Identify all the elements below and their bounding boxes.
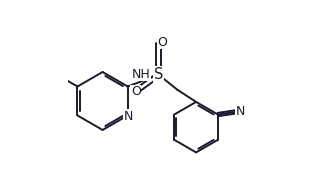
Text: N: N: [124, 110, 133, 123]
Text: S: S: [154, 67, 163, 82]
Text: N: N: [236, 105, 245, 118]
Text: NH: NH: [132, 68, 151, 81]
Text: O: O: [131, 85, 141, 98]
Text: O: O: [157, 36, 167, 49]
